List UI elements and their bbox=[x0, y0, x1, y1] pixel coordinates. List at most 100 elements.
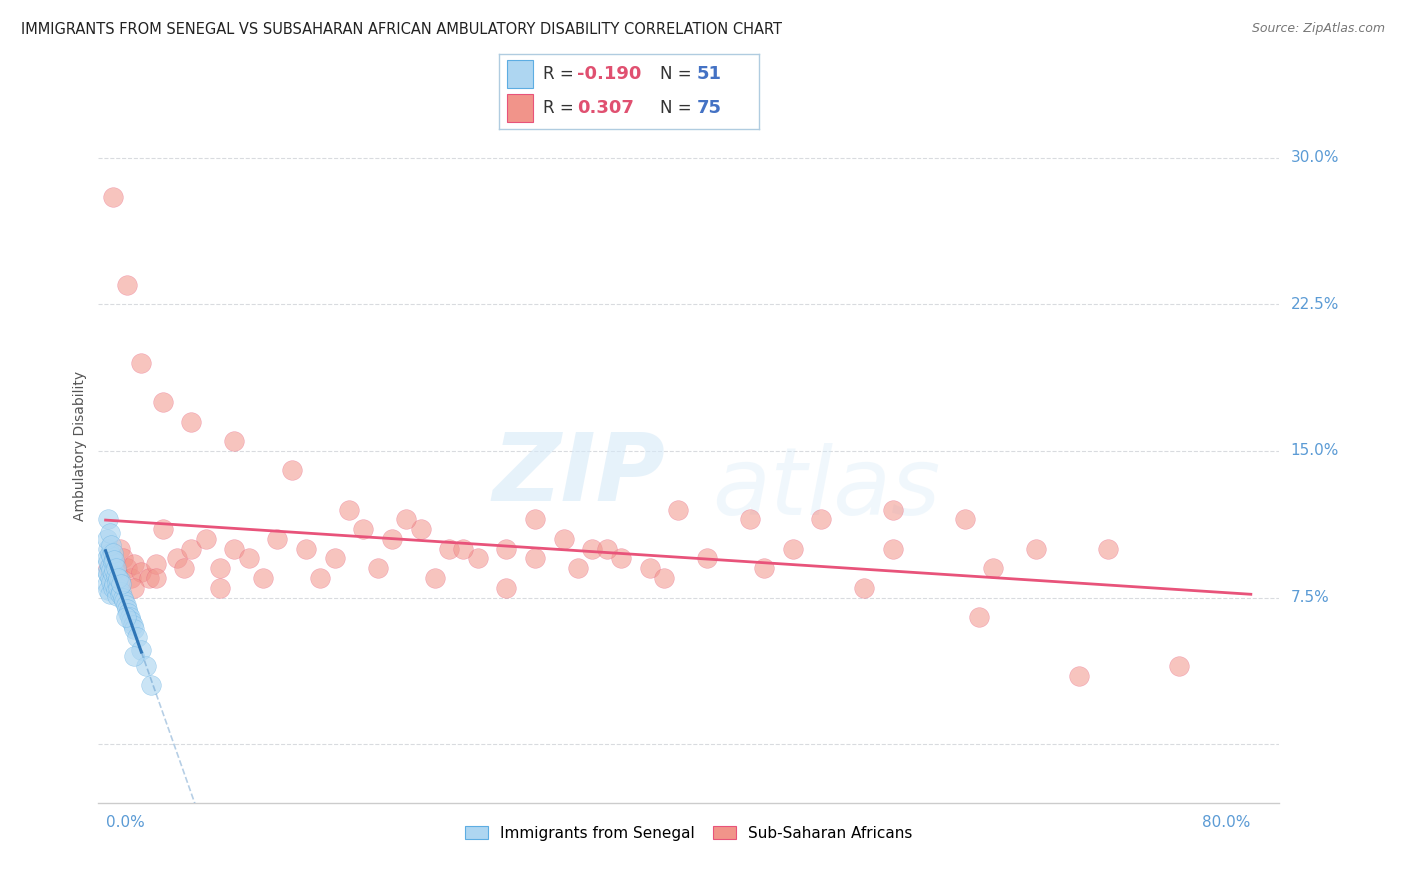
Point bbox=[114, 599, 136, 613]
Point bbox=[112, 594, 135, 608]
Point bbox=[121, 618, 143, 632]
Point bbox=[117, 606, 139, 620]
Point bbox=[104, 561, 127, 575]
Point bbox=[173, 561, 195, 575]
Point bbox=[96, 565, 118, 579]
Point bbox=[638, 561, 661, 575]
Point bbox=[100, 549, 122, 564]
Bar bbox=[508, 61, 533, 87]
Point bbox=[224, 434, 246, 449]
Point bbox=[105, 565, 128, 579]
Point bbox=[266, 532, 288, 546]
Point bbox=[524, 512, 547, 526]
Point bbox=[111, 551, 134, 566]
Text: ZIP: ZIP bbox=[492, 428, 665, 521]
Point bbox=[453, 541, 475, 556]
Text: 30.0%: 30.0% bbox=[1291, 150, 1339, 165]
Point bbox=[141, 678, 163, 692]
Point bbox=[652, 571, 675, 585]
Point bbox=[524, 551, 547, 566]
Point bbox=[96, 532, 118, 546]
Point bbox=[97, 582, 120, 597]
Point bbox=[104, 569, 127, 583]
Point bbox=[595, 541, 617, 556]
Text: 80.0%: 80.0% bbox=[1202, 814, 1251, 830]
Point bbox=[180, 541, 202, 556]
Point bbox=[122, 581, 145, 595]
Point bbox=[752, 561, 775, 575]
Point bbox=[495, 541, 517, 556]
Point bbox=[105, 589, 128, 603]
Point bbox=[323, 551, 346, 566]
Point bbox=[1025, 541, 1047, 556]
Point bbox=[98, 586, 121, 600]
Point bbox=[101, 190, 124, 204]
Point bbox=[98, 545, 121, 559]
Point bbox=[105, 574, 128, 589]
Point bbox=[1067, 669, 1090, 683]
Point bbox=[118, 610, 141, 624]
Point bbox=[738, 512, 761, 526]
Point bbox=[103, 577, 125, 591]
Text: atlas: atlas bbox=[713, 443, 941, 534]
Point bbox=[437, 541, 460, 556]
Point bbox=[108, 541, 131, 556]
Point bbox=[115, 602, 138, 616]
Point bbox=[882, 502, 904, 516]
Point bbox=[105, 571, 128, 585]
Point bbox=[103, 553, 125, 567]
Point bbox=[120, 614, 142, 628]
Point bbox=[96, 577, 118, 591]
Point bbox=[467, 551, 489, 566]
Point bbox=[423, 571, 446, 585]
Point bbox=[122, 622, 145, 636]
Point bbox=[810, 512, 832, 526]
Point bbox=[100, 538, 122, 552]
Point bbox=[853, 581, 876, 595]
Point bbox=[101, 581, 124, 595]
Text: 22.5%: 22.5% bbox=[1291, 297, 1339, 312]
Text: Source: ZipAtlas.com: Source: ZipAtlas.com bbox=[1251, 22, 1385, 36]
Point bbox=[100, 563, 122, 577]
Point bbox=[409, 522, 432, 536]
Point bbox=[107, 581, 129, 595]
Bar bbox=[508, 95, 533, 122]
Point bbox=[125, 630, 148, 644]
Point bbox=[180, 415, 202, 429]
Legend: Immigrants from Senegal, Sub-Saharan Africans: Immigrants from Senegal, Sub-Saharan Afr… bbox=[457, 818, 921, 848]
Y-axis label: Ambulatory Disability: Ambulatory Disability bbox=[73, 371, 87, 521]
Point bbox=[209, 561, 232, 575]
Text: -0.190: -0.190 bbox=[578, 65, 641, 83]
Point bbox=[108, 573, 131, 587]
Point bbox=[122, 558, 145, 572]
Text: 0.0%: 0.0% bbox=[105, 814, 145, 830]
Point bbox=[108, 586, 131, 600]
Point bbox=[152, 522, 174, 536]
Point bbox=[238, 551, 260, 566]
Point bbox=[115, 561, 138, 575]
Point bbox=[103, 563, 125, 577]
Point bbox=[381, 532, 404, 546]
Point bbox=[111, 591, 134, 605]
Point bbox=[101, 567, 124, 582]
Point bbox=[100, 574, 122, 589]
Point bbox=[131, 643, 153, 657]
Text: 51: 51 bbox=[697, 65, 721, 83]
Point bbox=[122, 649, 145, 664]
Point bbox=[367, 561, 389, 575]
Point bbox=[96, 551, 118, 566]
Point bbox=[97, 561, 120, 575]
Point bbox=[553, 532, 575, 546]
Point bbox=[131, 356, 153, 370]
Point bbox=[309, 571, 332, 585]
Point bbox=[145, 558, 167, 572]
Point bbox=[110, 577, 132, 591]
Point bbox=[581, 541, 603, 556]
Point bbox=[131, 565, 153, 579]
Point bbox=[782, 541, 804, 556]
Point bbox=[967, 610, 990, 624]
Point bbox=[352, 522, 374, 536]
Point bbox=[98, 526, 121, 541]
Point bbox=[104, 582, 127, 597]
Point bbox=[103, 558, 125, 572]
